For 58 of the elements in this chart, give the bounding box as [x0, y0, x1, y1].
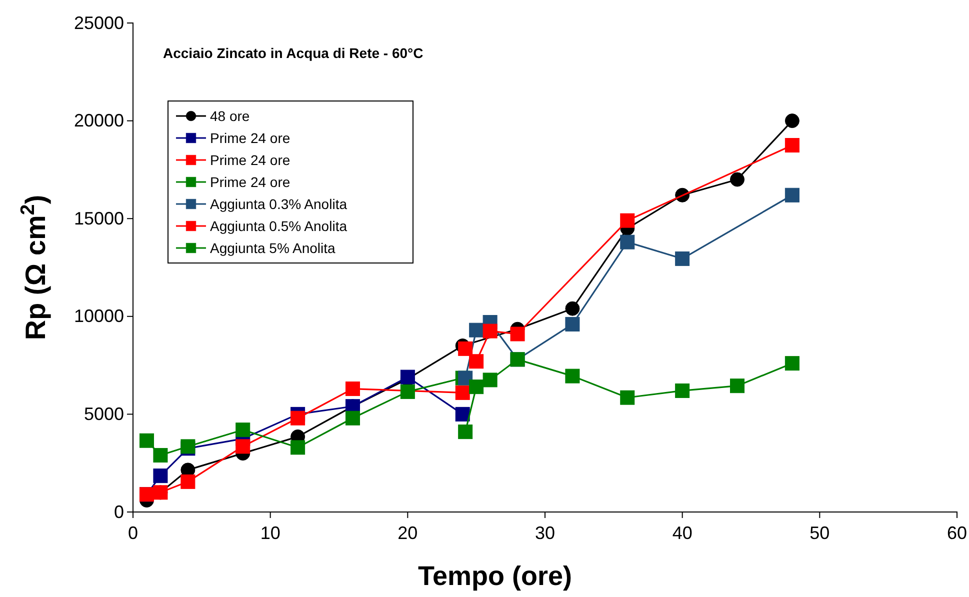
- y-tick-label: 10000: [74, 306, 124, 326]
- x-tick-label: 60: [946, 523, 968, 543]
- y-tick-label: 0: [114, 502, 124, 522]
- point: [482, 372, 498, 388]
- point: [153, 468, 168, 484]
- point: [565, 301, 580, 316]
- point: [620, 390, 635, 405]
- y-tick-label: 25000: [74, 12, 124, 33]
- point: [730, 172, 745, 187]
- legend-label: Prime 24 ore: [210, 130, 290, 146]
- point: [675, 251, 690, 266]
- legend-label: Prime 24 ore: [210, 152, 290, 168]
- legend-label: 48 ore: [210, 108, 250, 124]
- x-axis-title: Tempo (ore): [418, 561, 572, 591]
- point: [784, 188, 800, 202]
- point: [469, 380, 484, 394]
- point: [620, 213, 635, 228]
- point: [510, 326, 525, 342]
- x-tick-label: 0: [128, 523, 138, 543]
- point: [236, 422, 250, 438]
- x-tick-label: 50: [810, 523, 830, 543]
- point: [345, 382, 360, 396]
- point: [482, 324, 498, 338]
- point: [400, 384, 415, 399]
- point: [730, 378, 745, 394]
- point: [565, 368, 580, 384]
- point: [139, 433, 154, 448]
- point: [784, 114, 800, 128]
- legend-label: Aggiunta 0.3% Anolita: [210, 196, 348, 212]
- point: [153, 448, 168, 463]
- point: [458, 370, 473, 386]
- point: [458, 424, 473, 440]
- point: [458, 341, 473, 356]
- point: [784, 356, 800, 371]
- x-tick-label: 40: [672, 523, 692, 543]
- point: [469, 322, 484, 338]
- point: [180, 474, 196, 489]
- annotation: Acciaio Zincato in Acqua di Rete - 60°C: [163, 45, 424, 61]
- point: [784, 138, 800, 152]
- point: [675, 383, 690, 398]
- point: [620, 234, 635, 250]
- legend-label: Aggiunta 5% Anolita: [210, 240, 336, 256]
- point: [290, 410, 306, 426]
- x-tick-label: 20: [398, 523, 418, 543]
- x-tick-label: 30: [534, 523, 556, 543]
- legend-label: Aggiunta 0.5% Anolita: [210, 218, 348, 234]
- y-tick-label: 5000: [84, 404, 124, 424]
- y-tick-label: 20000: [74, 110, 124, 131]
- point: [455, 385, 470, 400]
- point: [290, 440, 306, 455]
- point: [565, 316, 580, 332]
- legend-label: Prime 24 ore: [210, 174, 290, 190]
- x-tick-label: 10: [260, 523, 280, 543]
- point: [345, 410, 360, 426]
- y-tick-label: 15000: [74, 208, 124, 228]
- point: [236, 439, 250, 454]
- point: [469, 354, 484, 369]
- point: [455, 406, 470, 422]
